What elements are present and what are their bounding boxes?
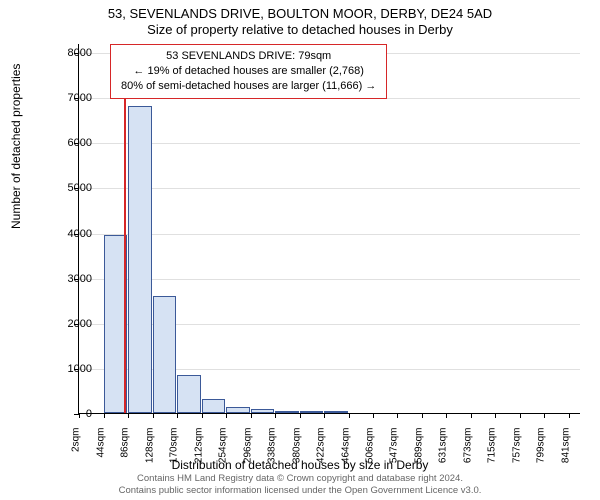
x-tick-mark <box>275 413 276 418</box>
x-tick-mark <box>226 413 227 418</box>
x-tick-label: 589sqm <box>413 428 424 468</box>
chart-container: 53, SEVENLANDS DRIVE, BOULTON MOOR, DERB… <box>0 0 600 500</box>
x-tick-label: 212sqm <box>193 428 204 468</box>
x-tick-label: 506sqm <box>365 428 376 468</box>
y-gridline <box>79 143 580 144</box>
y-tick-label: 8000 <box>52 47 92 59</box>
x-tick-label: 2sqm <box>71 428 82 468</box>
x-tick-label: 841sqm <box>560 428 571 468</box>
y-tick-label: 3000 <box>52 273 92 285</box>
x-tick-label: 128sqm <box>144 428 155 468</box>
histogram-bar <box>153 296 177 413</box>
x-tick-label: 380sqm <box>291 428 302 468</box>
footer-line1: Contains HM Land Registry data © Crown c… <box>0 473 600 484</box>
annotation-box: 53 SEVENLANDS DRIVE: 79sqm ← 19% of deta… <box>110 44 387 99</box>
annotation-line3: 80% of semi-detached houses are larger (… <box>121 79 376 94</box>
x-tick-label: 86sqm <box>120 428 131 468</box>
footer-text: Contains HM Land Registry data © Crown c… <box>0 473 600 496</box>
x-tick-label: 170sqm <box>169 428 180 468</box>
histogram-bar <box>202 399 226 413</box>
subject-marker-line <box>124 44 126 413</box>
y-tick-label: 2000 <box>52 318 92 330</box>
x-tick-mark <box>324 413 325 418</box>
x-tick-label: 715sqm <box>487 428 498 468</box>
x-tick-label: 464sqm <box>340 428 351 468</box>
x-tick-mark <box>471 413 472 418</box>
x-tick-mark <box>251 413 252 418</box>
y-tick-label: 0 <box>52 408 92 420</box>
y-tick-label: 5000 <box>52 182 92 194</box>
x-tick-label: 547sqm <box>389 428 400 468</box>
x-tick-label: 422sqm <box>316 428 327 468</box>
x-tick-mark <box>104 413 105 418</box>
x-tick-label: 757sqm <box>511 428 522 468</box>
x-tick-mark <box>397 413 398 418</box>
y-tick-label: 6000 <box>52 137 92 149</box>
y-tick-label: 7000 <box>52 92 92 104</box>
x-tick-mark <box>349 413 350 418</box>
histogram-bar <box>251 409 275 413</box>
x-tick-label: 44sqm <box>95 428 106 468</box>
histogram-bar <box>128 106 152 413</box>
x-tick-mark <box>202 413 203 418</box>
histogram-bar <box>226 407 250 413</box>
y-gridline <box>79 279 580 280</box>
y-gridline <box>79 234 580 235</box>
x-tick-mark <box>544 413 545 418</box>
x-tick-label: 338sqm <box>267 428 278 468</box>
x-tick-mark <box>373 413 374 418</box>
x-tick-label: 673sqm <box>462 428 473 468</box>
x-tick-mark <box>153 413 154 418</box>
x-tick-mark <box>569 413 570 418</box>
y-gridline <box>79 188 580 189</box>
x-tick-label: 296sqm <box>242 428 253 468</box>
x-tick-label: 631sqm <box>438 428 449 468</box>
x-tick-mark <box>422 413 423 418</box>
histogram-bar <box>324 411 348 413</box>
y-tick-label: 1000 <box>52 363 92 375</box>
chart-title-main: 53, SEVENLANDS DRIVE, BOULTON MOOR, DERB… <box>0 6 600 21</box>
footer-line2: Contains public sector information licen… <box>0 485 600 496</box>
x-tick-label: 254sqm <box>218 428 229 468</box>
annotation-line1: 53 SEVENLANDS DRIVE: 79sqm <box>121 49 376 64</box>
x-tick-mark <box>495 413 496 418</box>
histogram-bar <box>177 375 201 413</box>
plot-area <box>78 44 580 414</box>
x-tick-mark <box>520 413 521 418</box>
x-tick-mark <box>446 413 447 418</box>
histogram-bar <box>300 411 324 413</box>
x-tick-mark <box>177 413 178 418</box>
y-axis-label: Number of detached properties <box>9 64 23 229</box>
chart-title-sub: Size of property relative to detached ho… <box>0 22 600 37</box>
annotation-line2: ← 19% of detached houses are smaller (2,… <box>121 64 376 79</box>
histogram-bar <box>275 411 299 413</box>
x-tick-label: 799sqm <box>536 428 547 468</box>
x-tick-mark <box>128 413 129 418</box>
y-tick-label: 4000 <box>52 228 92 240</box>
x-tick-mark <box>300 413 301 418</box>
